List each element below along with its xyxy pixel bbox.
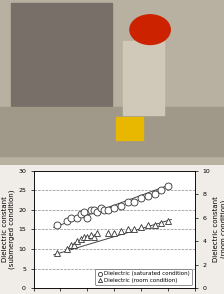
Bar bbox=[116, 117, 143, 140]
Y-axis label: Dielectric constant
(submerged condition): Dielectric constant (submerged condition… bbox=[2, 190, 15, 269]
Circle shape bbox=[130, 15, 170, 44]
Bar bbox=[0, 107, 224, 156]
Bar bbox=[11, 3, 112, 115]
Legend: Dielectric (saturated condition), Dielectric (room condition): Dielectric (saturated condition), Dielec… bbox=[95, 269, 192, 285]
Bar bbox=[123, 41, 164, 115]
Y-axis label: Dielectric constant
(room condition): Dielectric constant (room condition) bbox=[213, 196, 224, 262]
